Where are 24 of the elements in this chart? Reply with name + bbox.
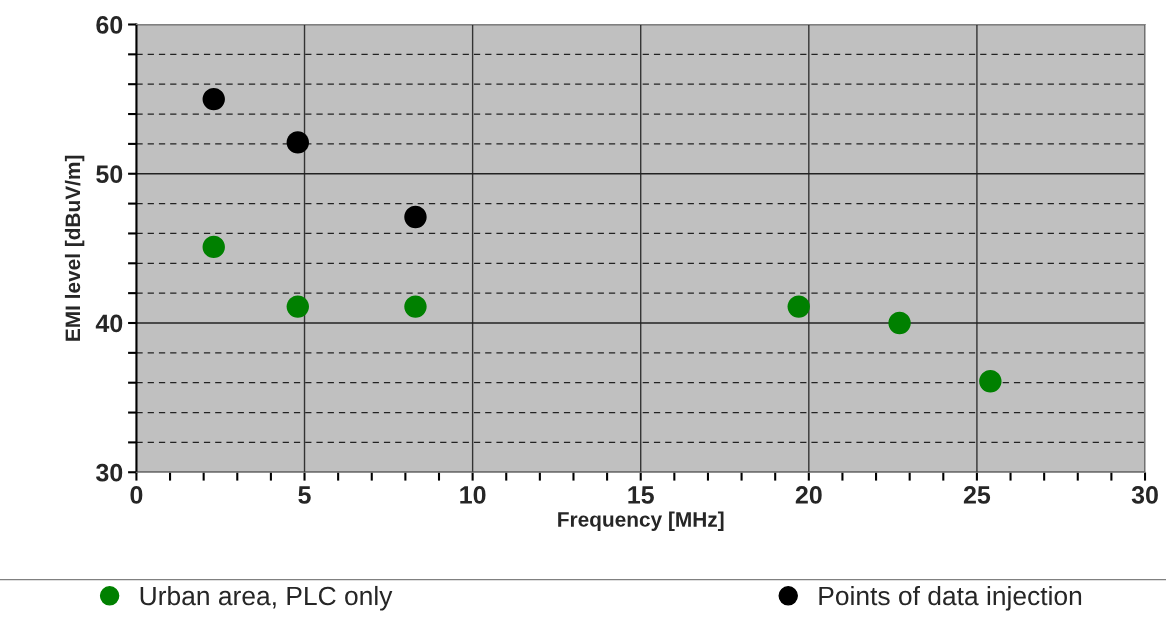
y-axis-title: EMI level [dBuV/m] [64, 155, 85, 341]
point [404, 205, 427, 229]
point [286, 295, 309, 318]
x-tick-label: 25 [963, 486, 991, 504]
point [202, 87, 225, 111]
x-axis-title: Frequency [MHz] [558, 511, 724, 531]
point [888, 311, 911, 335]
point [202, 235, 225, 259]
point [979, 370, 1002, 393]
x-tick-label: 5 [298, 486, 311, 504]
x-tick-label: 15 [628, 486, 654, 504]
point [404, 295, 427, 318]
legend-label: Points of data injection [819, 585, 1082, 611]
legend-label: Urban area, PLC only [140, 585, 393, 611]
y-tick-label: 50 [96, 165, 123, 184]
y-tick-label: 40 [95, 314, 123, 333]
y-tick-label: 60 [96, 16, 123, 34]
x-tick-label: 30 [1131, 486, 1158, 504]
x-tick-label: 10 [460, 486, 486, 504]
y-tick-label: 30 [96, 463, 123, 482]
point [787, 295, 810, 318]
x-tick-label: 20 [795, 486, 822, 504]
point [286, 131, 309, 154]
x-tick-label: 0 [130, 486, 143, 504]
